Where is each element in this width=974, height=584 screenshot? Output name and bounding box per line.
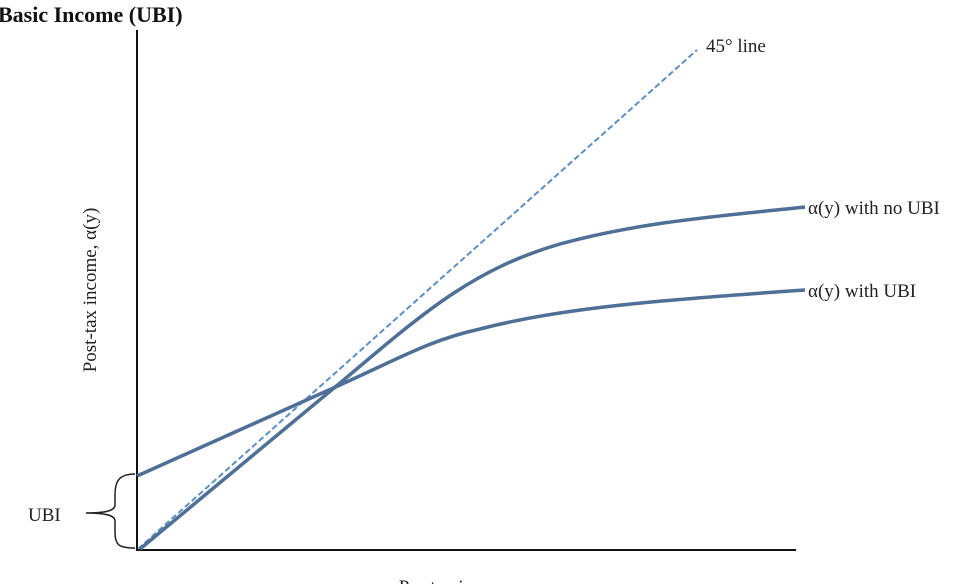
y-axis-label: Post-tax income, α(y) <box>80 208 101 373</box>
label-ubi: UBI <box>28 505 61 526</box>
ubi-brace <box>85 473 136 549</box>
45-degree-line <box>137 49 698 550</box>
x-axis-label: Pre-tax income, y <box>399 577 534 584</box>
label-45-line: 45° line <box>706 36 766 57</box>
curve-no-ubi <box>138 205 806 551</box>
label-with-ubi: α(y) with UBI <box>808 281 916 302</box>
title: Basic Income (UBI) <box>0 2 183 27</box>
curve-with-ubi <box>136 288 806 478</box>
label-no-ubi: α(y) with no UBI <box>808 198 940 219</box>
